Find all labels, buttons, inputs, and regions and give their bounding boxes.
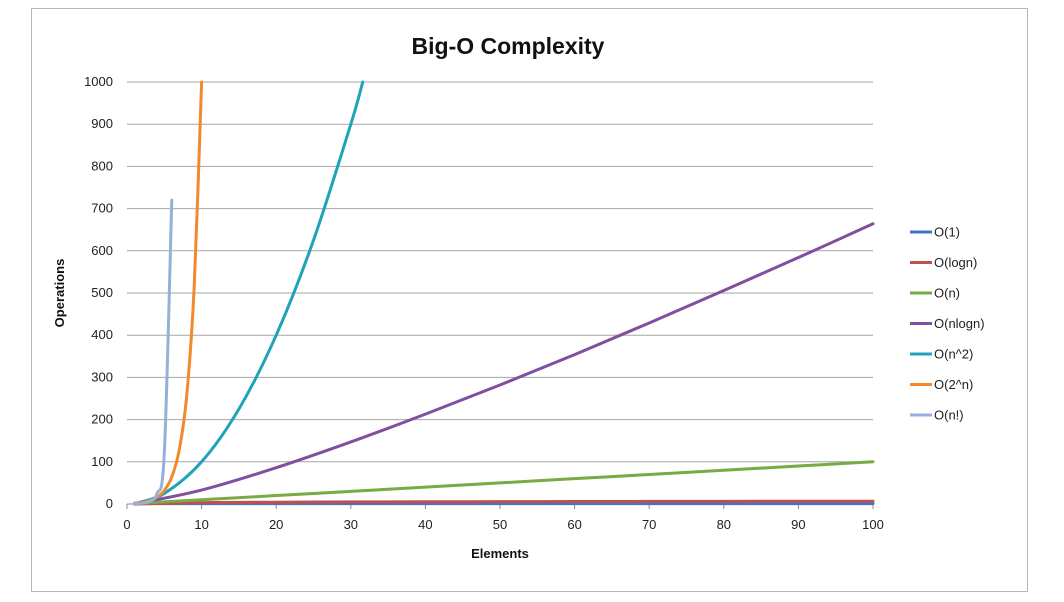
y-tick-label: 600	[91, 243, 113, 258]
series-line-o-n	[132, 198, 174, 506]
x-tick-label: 90	[791, 517, 805, 532]
series-line-o-n	[132, 460, 875, 506]
x-axis-title: Elements	[471, 546, 529, 561]
y-tick-label: 800	[91, 158, 113, 173]
legend-label-o-n: O(n)	[934, 286, 960, 301]
y-tick-label: 0	[106, 496, 113, 511]
legend: O(1) O(logn) O(n) O(nlogn) O(n^2) O(2^n) O(n!)	[910, 225, 985, 423]
legend-label-o-n: O(n!)	[934, 408, 964, 423]
x-tick-label: 20	[269, 517, 283, 532]
y-tick-label: 200	[91, 412, 113, 427]
x-tick-label: 40	[418, 517, 432, 532]
y-tick-label: 300	[91, 369, 113, 384]
y-tick-label: 500	[91, 285, 113, 300]
chart-container: Big-O Complexity 0 100 200 300 400 500 600 700 8…	[31, 8, 1028, 592]
series-lines	[132, 80, 875, 506]
y-tick-label: 100	[91, 454, 113, 469]
legend-label-o-n-2: O(n^2)	[934, 347, 973, 362]
y-axis-title: Operations	[52, 259, 67, 328]
x-tick-label: 60	[567, 517, 581, 532]
x-tick-label: 70	[642, 517, 656, 532]
legend-label-o-2-n: O(2^n)	[934, 377, 973, 392]
x-tick-label: 10	[194, 517, 208, 532]
x-tick-label: 30	[344, 517, 358, 532]
gridlines	[127, 81, 873, 463]
series-line-o-nlogn	[132, 222, 875, 506]
legend-label-o-1: O(1)	[934, 225, 960, 240]
axes: 0 100 200 300 400 500 600 700 800 900 1000 0 10 20 30 4…	[84, 74, 884, 532]
series-line-o-logn	[132, 499, 875, 506]
y-tick-label: 900	[91, 116, 113, 131]
chart-canvas: Big-O Complexity 01002003004005006007008…	[52, 33, 985, 561]
chart-title: Big-O Complexity	[412, 33, 605, 59]
x-tick-label: 100	[862, 517, 884, 532]
y-tick-label: 700	[91, 201, 113, 216]
series-line-o-n-2	[132, 80, 365, 506]
x-tick-label: 50	[493, 517, 507, 532]
legend-label-o-nlogn: O(nlogn)	[934, 316, 985, 331]
y-tick-label: 1000	[84, 74, 113, 89]
x-tick-label: 80	[717, 517, 731, 532]
x-tick-label: 0	[123, 517, 130, 532]
legend-label-o-logn: O(logn)	[934, 255, 977, 270]
y-tick-label: 400	[91, 327, 113, 342]
